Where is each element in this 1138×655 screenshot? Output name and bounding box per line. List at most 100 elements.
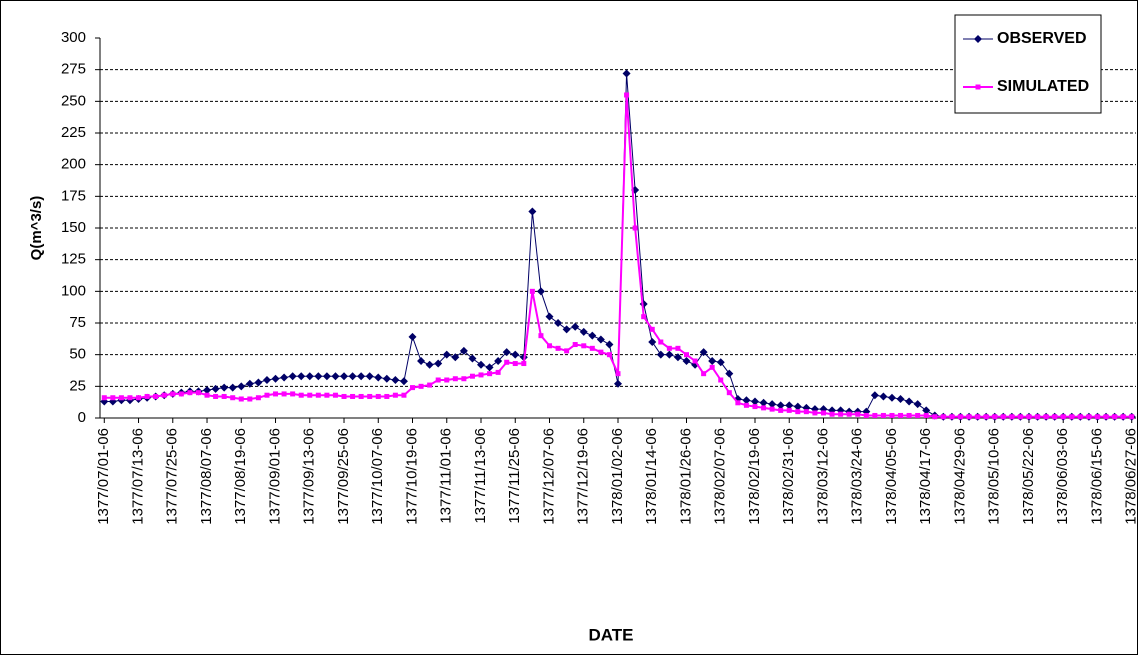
data-point <box>451 353 460 362</box>
data-point <box>940 414 946 420</box>
data-point <box>203 386 212 395</box>
y-tick-label: 125 <box>61 251 86 268</box>
data-point <box>778 407 784 413</box>
x-tick-label: 1378/01/26-06 <box>677 428 694 525</box>
data-point <box>725 369 734 378</box>
data-point <box>504 359 510 365</box>
x-tick-label: 1377/09/25-06 <box>335 428 352 525</box>
data-point <box>588 331 597 340</box>
data-point <box>855 411 861 417</box>
data-point <box>1094 414 1100 420</box>
data-point <box>932 414 938 420</box>
data-point <box>136 395 142 401</box>
data-point <box>442 350 451 359</box>
data-point <box>144 393 150 399</box>
data-point <box>1052 414 1058 420</box>
data-point <box>1017 414 1023 420</box>
data-point <box>870 391 879 400</box>
data-point <box>161 392 167 398</box>
data-point <box>879 392 888 401</box>
data-point <box>332 392 338 398</box>
data-point <box>322 372 331 381</box>
data-point <box>374 373 383 382</box>
data-point <box>297 372 306 381</box>
y-tick-label: 50 <box>69 346 86 363</box>
data-point <box>1120 414 1126 420</box>
data-point <box>726 390 732 396</box>
data-point <box>511 350 520 359</box>
data-point <box>410 385 416 391</box>
data-point <box>589 345 595 351</box>
data-point <box>795 409 801 415</box>
data-point <box>1103 414 1109 420</box>
x-tick-label: 1377/07/25-06 <box>164 428 181 525</box>
x-tick-label: 1378/05/22-06 <box>1020 428 1037 525</box>
data-point <box>829 411 835 417</box>
x-tick-label: 1377/11/01-06 <box>438 428 455 524</box>
data-point <box>178 391 184 397</box>
data-point <box>118 395 124 401</box>
data-point <box>579 327 588 336</box>
data-point <box>624 92 630 98</box>
data-point <box>487 371 493 377</box>
x-tick-label: 1377/09/01-06 <box>266 428 283 525</box>
x-tick-label: 1378/06/15-06 <box>1088 428 1105 525</box>
data-point <box>340 372 349 381</box>
data-point <box>846 411 852 417</box>
x-tick-label: 1378/03/24-06 <box>849 428 866 525</box>
data-point <box>709 364 715 370</box>
x-tick-label: 1378/05/10-06 <box>986 428 1003 525</box>
data-point <box>983 414 989 420</box>
data-point <box>665 350 674 359</box>
data-point <box>367 393 373 399</box>
data-point <box>512 361 518 367</box>
data-point <box>716 358 725 367</box>
data-point <box>666 345 672 351</box>
data-point <box>615 371 621 377</box>
data-point <box>238 396 244 402</box>
data-point <box>399 377 408 386</box>
x-tick-label: 1377/07/13-06 <box>129 428 146 525</box>
data-point <box>529 288 535 294</box>
data-point <box>110 395 116 401</box>
data-point <box>785 401 794 410</box>
data-point <box>521 361 527 367</box>
data-point <box>547 343 553 349</box>
data-point <box>468 354 477 363</box>
data-point <box>435 377 441 383</box>
data-point <box>538 333 544 339</box>
data-point <box>391 376 400 384</box>
data-point <box>913 400 922 409</box>
data-point <box>271 374 280 383</box>
data-point <box>1129 414 1135 420</box>
y-tick-label: 275 <box>61 61 86 78</box>
data-point <box>750 397 759 406</box>
data-point <box>273 391 279 397</box>
data-point <box>230 395 236 401</box>
data-point <box>478 372 484 378</box>
x-tick-label: 1377/11/13-06 <box>472 428 489 524</box>
data-point <box>1077 414 1083 420</box>
data-point <box>752 404 758 410</box>
data-point <box>803 409 809 415</box>
data-point <box>1112 414 1118 420</box>
data-point <box>427 382 433 388</box>
data-point <box>401 392 407 398</box>
data-point <box>905 397 914 406</box>
data-point <box>898 412 904 418</box>
data-point <box>288 372 297 381</box>
data-point <box>375 393 381 399</box>
data-point <box>357 372 366 381</box>
data-point <box>906 412 912 418</box>
data-point <box>211 384 220 393</box>
data-point <box>502 348 511 357</box>
data-point <box>957 414 963 420</box>
data-point <box>992 414 998 420</box>
data-point <box>735 400 741 406</box>
data-point <box>562 325 571 334</box>
data-point <box>793 402 802 411</box>
data-point <box>699 348 708 357</box>
data-point <box>1035 414 1041 420</box>
x-tick-label: 1377/12/19-06 <box>575 428 592 525</box>
data-point <box>649 326 655 332</box>
